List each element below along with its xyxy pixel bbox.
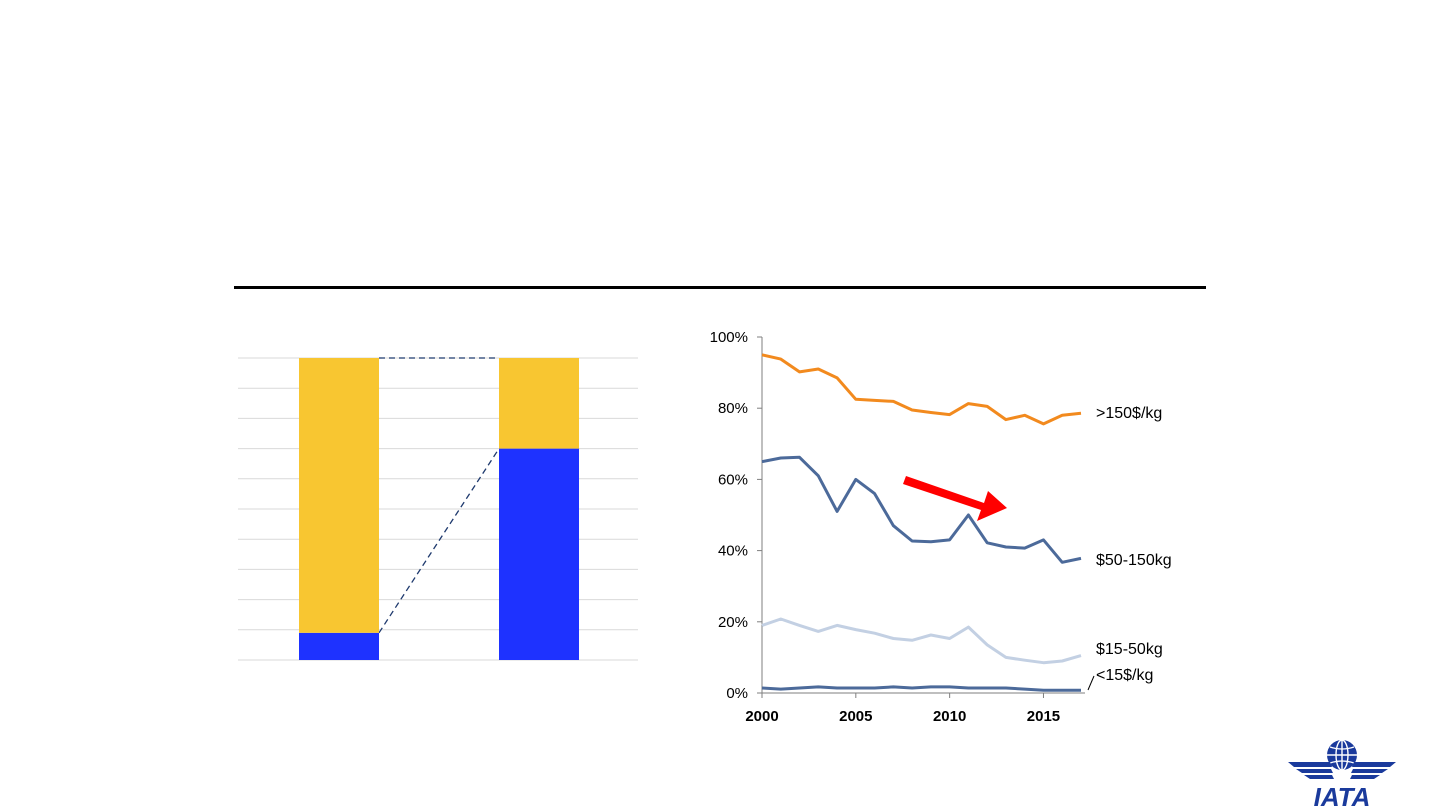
x-tick-label: 2010	[933, 708, 966, 725]
line-chart-series	[761, 353, 1082, 692]
line-series	[761, 685, 1081, 692]
line-chart: 0% 20% 40% 60% 80% 100% 2000 2005 2010 2015 >150$…	[710, 329, 1172, 725]
bar-connector-line	[378, 448, 500, 634]
y-tick-label: 80%	[718, 400, 748, 417]
bar-segment	[499, 448, 579, 660]
line-chart-series-labels: >150$/kg $50-150kg $15-50kg <15$/kg	[1087, 405, 1172, 691]
line-chart-axes: 0% 20% 40% 60% 80% 100% 2000 2005 2010 2015	[710, 329, 1085, 725]
stacked-bar-chart	[238, 357, 638, 661]
bar-segment	[499, 358, 579, 449]
x-tick-label: 2000	[745, 708, 778, 725]
y-tick-label: 20%	[718, 614, 748, 631]
line-series	[761, 617, 1082, 665]
x-tick-label: 2005	[839, 708, 872, 725]
series-label: <15$/kg	[1096, 667, 1153, 684]
line-series	[761, 455, 1082, 564]
trend-arrow-shape	[903, 476, 1007, 521]
y-tick-label: 40%	[718, 543, 748, 560]
series-label-leader	[1087, 675, 1095, 691]
globe-icon	[1327, 739, 1357, 771]
trend-arrow	[903, 476, 1007, 521]
y-tick-label: 60%	[718, 471, 748, 488]
series-label: $15-50kg	[1096, 641, 1163, 658]
x-tick-label: 2015	[1027, 708, 1060, 725]
series-label: $50-150kg	[1096, 552, 1172, 569]
bar-chart-connectors	[378, 357, 500, 634]
bar-chart-bars	[299, 358, 579, 660]
bar-segment	[299, 358, 379, 633]
y-tick-label: 0%	[726, 685, 748, 702]
logo-text: IATA	[1314, 782, 1371, 810]
line-series	[761, 353, 1082, 426]
y-tick-label: 100%	[710, 329, 748, 346]
title-divider	[234, 286, 1206, 289]
wings-icon	[1288, 762, 1396, 779]
iata-logo: IATA	[1288, 739, 1396, 810]
bar-segment	[299, 632, 379, 660]
series-label: >150$/kg	[1096, 405, 1162, 422]
